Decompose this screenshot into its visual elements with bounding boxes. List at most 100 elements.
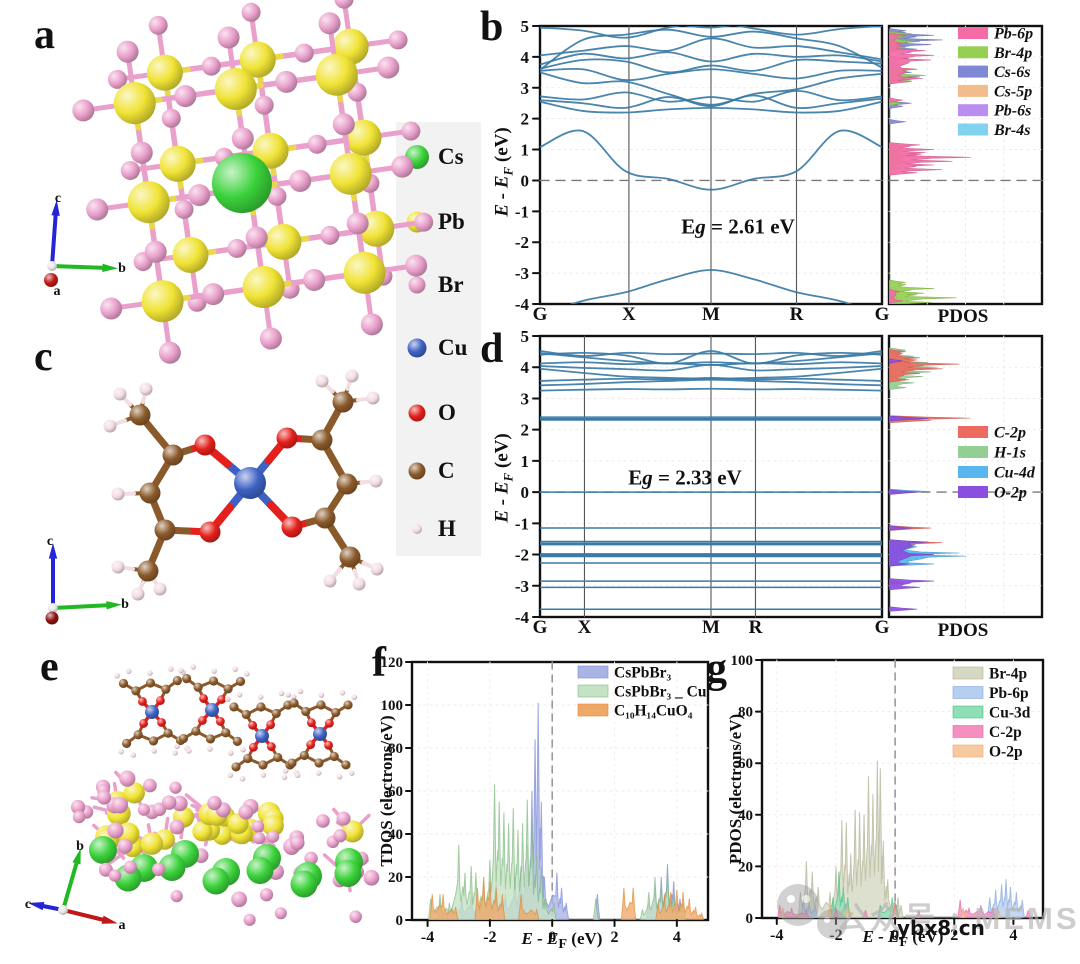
atom-sphere <box>211 668 217 674</box>
atom-legend <box>396 122 481 556</box>
atom-sphere <box>254 95 274 115</box>
tick-label: b <box>76 839 84 854</box>
atom-sphere <box>107 822 124 839</box>
atom-sphere <box>72 810 86 824</box>
atom-sphere <box>170 890 183 903</box>
atom-sphere <box>171 795 188 812</box>
atom-sphere <box>172 236 209 273</box>
legend-swatch <box>952 666 984 680</box>
atom-sphere <box>329 751 339 762</box>
atom-sphere <box>289 698 299 708</box>
watermark-site: ybx8.cn <box>897 916 985 940</box>
atom-sphere <box>369 474 383 488</box>
tick-label: Cs-6s <box>994 64 1030 81</box>
tick-label: -3 <box>515 264 529 283</box>
x-axis-label-f: E - EF (eV) <box>521 928 603 953</box>
atom-sphere <box>178 667 184 674</box>
atom-sphere <box>345 119 382 156</box>
atom-sphere <box>260 772 267 778</box>
atom-sphere <box>113 82 156 125</box>
atom-sphere <box>278 690 285 697</box>
atom-sphere <box>111 796 129 814</box>
atom-sphere <box>114 672 120 679</box>
tick-label: CsPbBr₃ _ Cu <box>614 684 707 701</box>
atom-sphere <box>315 53 358 96</box>
atom-sphere <box>188 184 211 207</box>
tick-label: 80 <box>738 705 753 721</box>
atom-sphere <box>341 760 351 770</box>
atom-sphere <box>172 750 178 756</box>
atom-sphere <box>186 748 192 754</box>
tick-label: 3 <box>521 79 530 98</box>
atom-sphere <box>377 56 400 79</box>
atom-sphere <box>370 562 384 576</box>
atom-sphere <box>117 838 133 854</box>
tick-label: Br-4p <box>989 666 1027 683</box>
atom-legend-label-Pb: Pb <box>438 209 465 234</box>
atom-sphere <box>140 832 164 855</box>
atom-sphere <box>303 268 326 291</box>
atom-sphere <box>248 742 258 752</box>
atom-sphere <box>262 814 284 837</box>
atom-sphere <box>238 804 254 820</box>
atom-sphere <box>214 67 257 110</box>
atom-sphere <box>239 775 246 782</box>
tick-label: a <box>119 918 126 933</box>
atom-sphere <box>44 273 58 287</box>
legend-swatch <box>958 104 988 117</box>
legend-swatch <box>952 686 984 699</box>
y-axis-label-d: E - EF (eV) <box>491 433 516 523</box>
legend-swatch <box>958 27 988 39</box>
atom-legend-label-C: C <box>438 458 455 483</box>
tick-label: -2 <box>483 929 496 946</box>
atom-sphere <box>127 181 170 224</box>
atom-sphere <box>348 770 355 776</box>
atom-sphere <box>162 444 184 466</box>
atom-sphere <box>58 905 68 915</box>
atom-sphere <box>301 706 311 717</box>
atom-sphere <box>158 854 186 881</box>
atom-sphere <box>294 772 301 779</box>
atom-sphere <box>45 611 59 625</box>
atom-sphere <box>339 689 346 696</box>
atom-sphere <box>161 684 171 694</box>
tick-label: 20 <box>388 870 403 886</box>
atom-sphere <box>341 820 364 843</box>
atom-sphere <box>408 462 426 480</box>
tick-label: b <box>118 261 126 276</box>
atom-sphere <box>191 726 201 736</box>
panel-label-d: d <box>480 326 504 372</box>
legend-d: C-2p H-1s Cu-4d O-2p <box>958 425 1036 502</box>
atom-sphere <box>174 85 197 108</box>
atom-sphere <box>231 762 241 772</box>
atom-sphere <box>148 15 168 35</box>
atom-sphere <box>332 391 354 413</box>
atom-sphere <box>205 734 216 744</box>
atom-sphere <box>332 113 355 136</box>
atom-sphere <box>289 835 305 851</box>
panel-label-b: b <box>480 4 504 50</box>
atom-sphere <box>276 427 298 449</box>
atom-sphere <box>244 670 250 677</box>
tick-label: -3 <box>515 577 529 596</box>
tick-label: 20 <box>738 859 753 875</box>
crystal-structure-a <box>72 0 434 364</box>
band-lines <box>540 26 882 304</box>
atom-sphere <box>351 694 358 700</box>
atom-sphere <box>70 799 86 815</box>
atom-sphere <box>139 482 161 504</box>
atom-sphere <box>139 382 153 396</box>
atom-sphere <box>144 240 167 263</box>
atom-sphere <box>229 702 239 712</box>
atom-sphere <box>178 733 189 744</box>
atom-sphere <box>227 238 247 258</box>
atom-sphere <box>199 694 208 703</box>
tick-label: O-2p <box>989 744 1023 761</box>
atom-sphere <box>405 254 428 277</box>
atom-sphere <box>131 587 145 601</box>
atom-sphere <box>199 521 221 543</box>
tick-label: -1 <box>515 202 529 221</box>
tick-label: -4 <box>770 927 783 944</box>
atom-sphere <box>274 907 287 920</box>
